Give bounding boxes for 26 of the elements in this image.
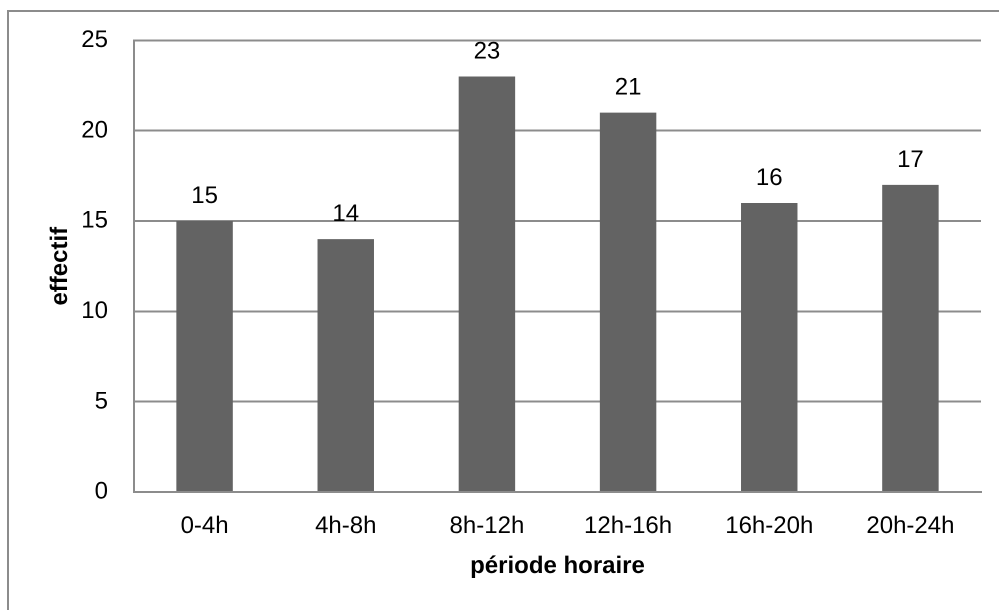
bar [741,202,798,491]
x-tick-label: 8h-12h [450,512,524,540]
y-tick-label: 20 [81,116,108,144]
x-tick-label: 4h-8h [315,512,376,540]
bar [600,112,656,491]
y-tick-label: 0 [94,478,108,505]
y-axis-title: effectif [46,226,74,306]
data-label: 15 [191,182,218,210]
bar [458,76,516,491]
y-tick-label: 5 [94,387,108,414]
x-tick-label: 12h-16h [584,512,672,540]
data-label: 17 [897,146,924,173]
y-tick-label: 25 [81,26,108,54]
y-tick-label: 15 [81,206,108,234]
x-tick-label: 20h-24h [866,512,954,540]
bar [176,221,233,491]
x-tick-label: 16h-20h [725,512,814,540]
bar [882,184,939,491]
data-label: 16 [756,164,783,191]
y-tick-label: 10 [81,296,108,324]
data-label: 14 [332,200,360,228]
bar [318,239,374,491]
data-label: 23 [474,38,500,65]
x-tick-label: 0-4h [180,512,229,540]
x-axis-title: période horaire [470,552,645,580]
data-label: 21 [614,74,642,101]
